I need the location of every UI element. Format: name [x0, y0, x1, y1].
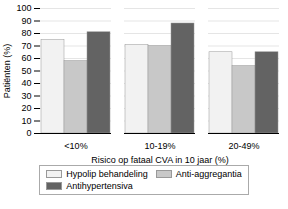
svg-text:<10%: <10%: [64, 141, 87, 151]
svg-text:50: 50: [21, 66, 31, 76]
html-text:Hypolip behandeling: Hypolip behandeling: [66, 169, 148, 179]
svg-text:40: 40: [21, 78, 31, 88]
html-text:Anti-aggregantia: Anti-aggregantia: [175, 169, 242, 179]
svg-text:Risico op fataal CVA in 10 jaa: Risico op fataal CVA in 10 jaar (%): [91, 155, 228, 165]
html-text:Antihypertensiva: Antihypertensiva: [66, 181, 133, 191]
svg-text:70: 70: [21, 41, 31, 51]
svg-text:Patiënten (%): Patiënten (%): [2, 44, 12, 99]
svg-text:90: 90: [21, 16, 31, 26]
svg-text:60: 60: [21, 53, 31, 63]
svg-text:10-19%: 10-19%: [144, 141, 175, 151]
svg-text:80: 80: [21, 28, 31, 38]
svg-text:0: 0: [26, 128, 31, 138]
svg-text:20-49%: 20-49%: [228, 141, 259, 151]
svg-text:20: 20: [21, 103, 31, 113]
svg-text:100: 100: [16, 3, 31, 13]
svg-text:30: 30: [21, 91, 31, 101]
svg-text:10: 10: [21, 116, 31, 126]
